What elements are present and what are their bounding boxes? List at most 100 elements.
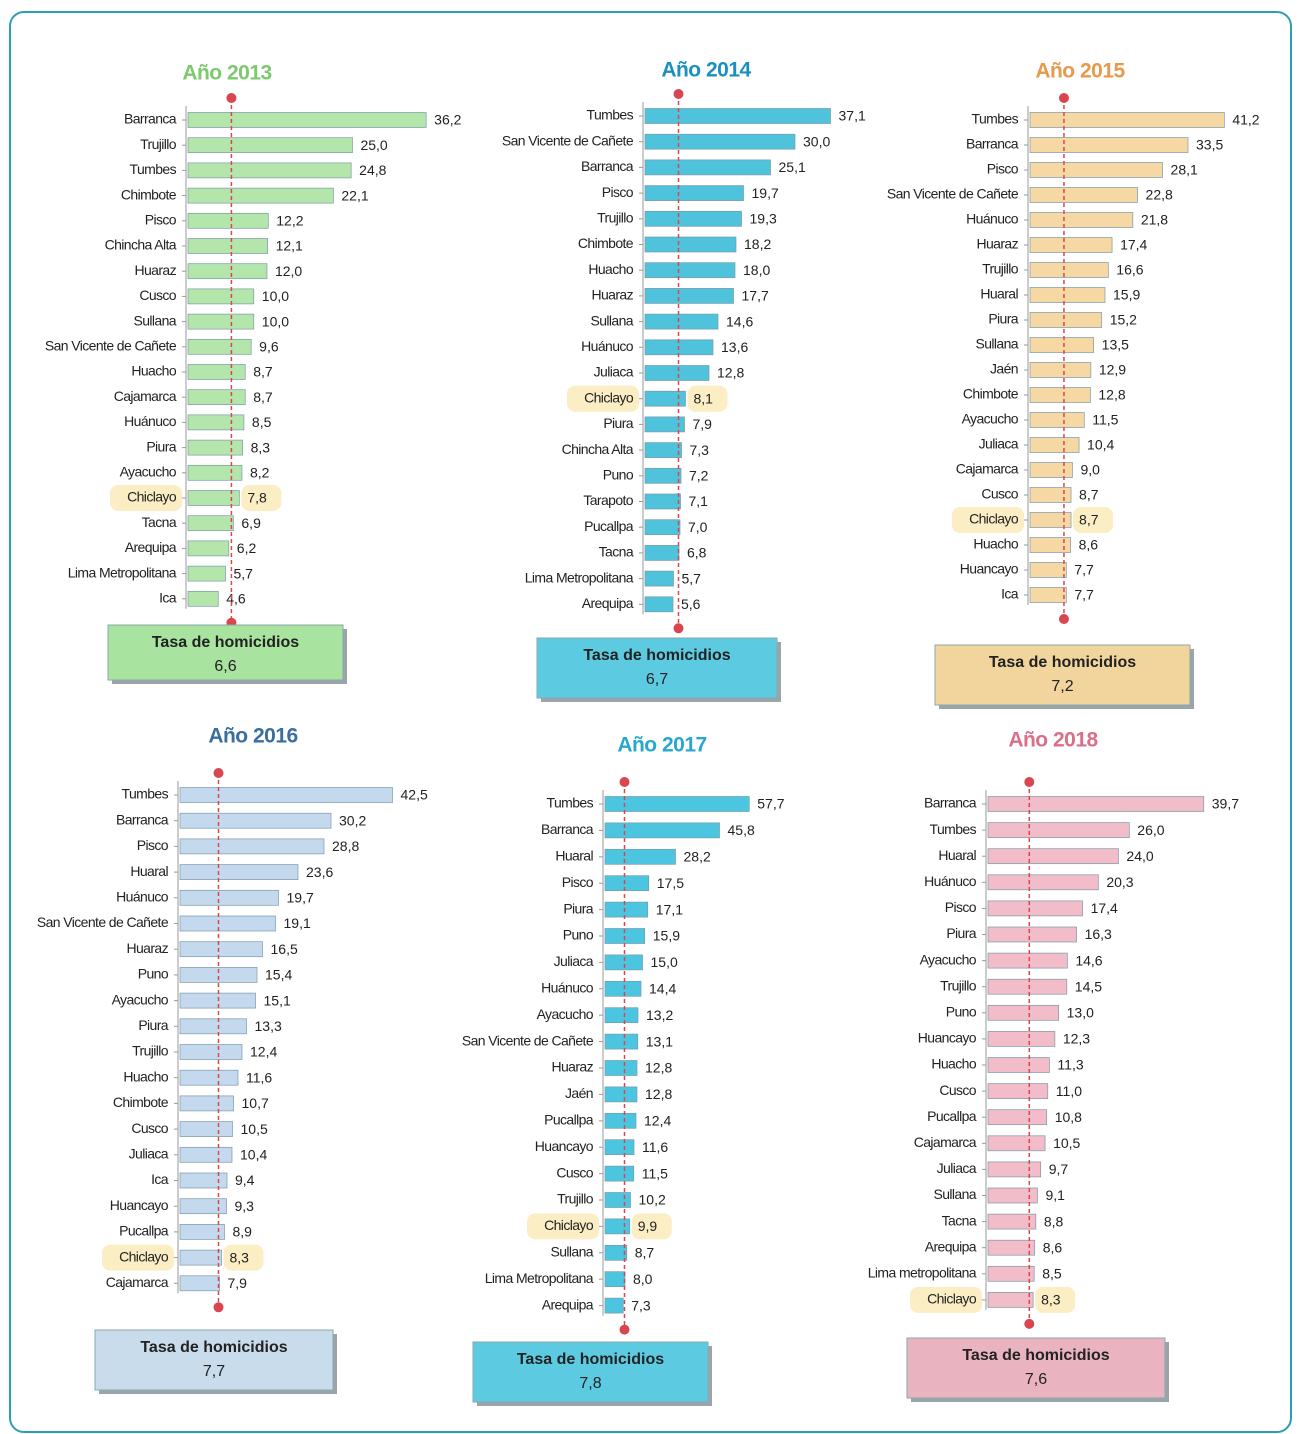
value-label: 8,7 [1079,487,1099,503]
value-label: 15,0 [651,954,678,970]
reference-dot [673,89,684,99]
value-label: 45,8 [728,822,755,838]
value-label: 6,2 [237,540,257,556]
reference-dot [1024,777,1035,787]
category-label: Piura [603,415,633,431]
rate-label: Tasa de homicidios [140,1339,287,1356]
value-label: 30,0 [803,133,830,149]
bar [1029,312,1103,328]
category-label: Tumbes [122,786,169,802]
value-label: 57,7 [757,796,784,812]
bar [604,954,643,971]
highlight [1073,507,1114,533]
value-label: 7,7 [1074,562,1094,578]
category-label: Chincha Alta [105,237,177,253]
category-label: Juliaca [594,364,634,380]
category-label: Ica [159,590,177,606]
reference-dot [673,623,684,634]
rate-box [94,1329,334,1391]
bar [987,1083,1049,1099]
bar [644,545,680,561]
value-label: 14,6 [726,313,753,329]
value-label: 10,2 [639,1192,666,1208]
bar [604,875,650,892]
category-label: Trujillo [940,977,977,993]
value-label: 7,2 [689,468,709,484]
rate-label: Tasa de homicidios [517,1351,664,1368]
bar [987,822,1130,838]
value-label: 41,2 [1232,112,1259,128]
category-label: Huánuco [966,211,1019,227]
value-label: 10,8 [1055,1109,1082,1125]
bar [179,1146,233,1163]
rate-box [906,1337,1166,1399]
bar [987,874,1099,891]
bar [987,1135,1046,1152]
chart-title: Año 2017 [617,734,706,757]
bar [187,288,255,305]
category-label: Barranca [124,111,177,127]
category-label: Jaén [565,1085,593,1101]
category-label: Huacho [123,1068,168,1084]
reference-dot [213,768,224,778]
category-label: Huánuco [541,980,594,996]
bar [604,1007,639,1024]
bar [644,108,831,124]
bar [604,1244,628,1261]
value-label: 25,0 [360,137,387,153]
rate-box [536,637,778,699]
bar [644,313,719,330]
value-label: 8,3 [230,1249,250,1265]
value-label: 9,1 [1045,1187,1065,1203]
value-label: 15,9 [1113,287,1140,303]
category-label: Pisco [145,212,177,228]
bar [604,796,750,812]
bar [604,901,649,918]
value-label: 12,8 [645,1086,672,1102]
category-label: Tumbes [130,161,177,177]
value-label: 4,6 [226,591,246,607]
category-label: Pucallpa [544,1112,594,1128]
category-label: Huacho [588,261,633,277]
chart-title: Año 2013 [182,62,271,85]
value-label: 8,1 [694,390,714,406]
category-label: Ayacucho [120,464,177,480]
value-label: 12,2 [276,213,303,229]
value-label: 10,0 [262,313,289,329]
chart-title: Año 2014 [661,59,751,82]
category-label: Pisco [562,874,594,890]
reference-dot [1024,1318,1035,1329]
bar [987,978,1068,995]
category-label: Huaral [555,848,593,864]
category-label: Cajamarca [114,388,177,404]
value-label: 12,3 [1063,1031,1090,1047]
category-label: Barranca [924,795,977,811]
bar [987,1213,1037,1230]
rate-label: Tasa de homicidios [152,634,299,651]
bar [1029,387,1091,403]
bar [179,1121,233,1137]
bar [187,515,234,532]
bar [604,1165,635,1182]
value-label: 11,3 [1057,1057,1083,1073]
category-label: Cusco [131,1120,168,1136]
chart-title: Año 2018 [1008,729,1098,752]
bar [987,1031,1056,1047]
category-label: Huaral [980,286,1018,302]
bar [1029,212,1134,228]
bar [987,1239,1036,1256]
category-label: Chimbote [963,386,1019,402]
bar [1029,362,1092,378]
bar [604,1033,639,1050]
category-label: Chiclayo [127,489,177,505]
bar [604,1139,635,1156]
value-label: 8,5 [252,414,272,430]
value-label: 17,5 [657,875,684,891]
category-label: Chimbote [121,186,177,202]
bar [604,1271,626,1288]
category-label: Tumbes [972,111,1019,127]
category-label: Puno [946,1004,977,1020]
bar [644,442,682,458]
value-label: 14,4 [649,981,676,997]
